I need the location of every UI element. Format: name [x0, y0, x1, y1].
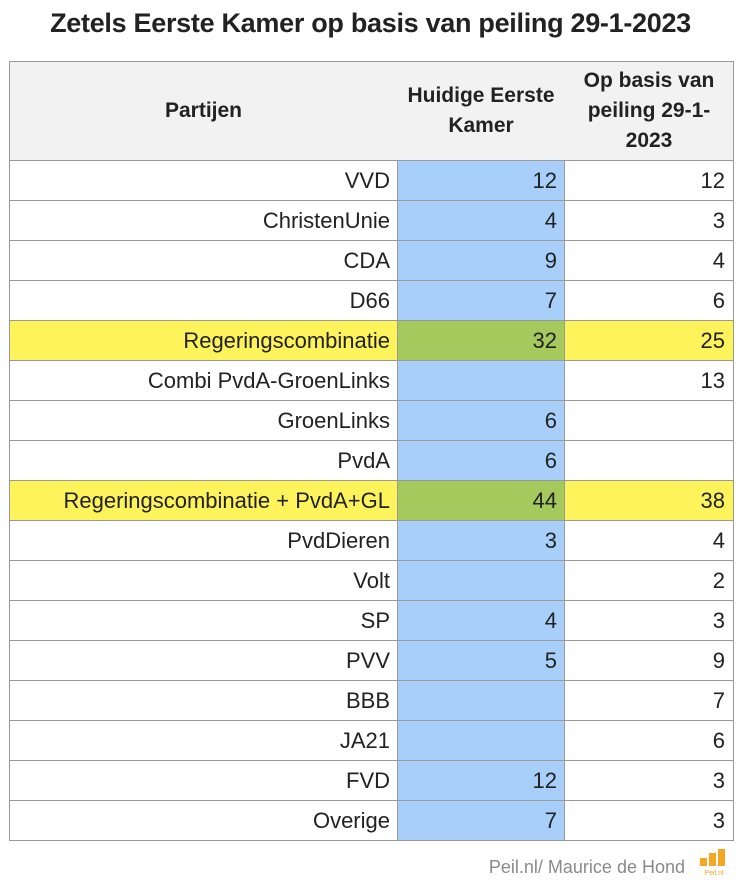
table-row: FVD 12 3 [10, 761, 733, 801]
poll-seats-cell: 4 [712, 247, 725, 273]
table-header: Partijen Huidige Eerste Kamer Op basis v… [10, 62, 733, 161]
table-row: PvdDieren 3 4 [10, 521, 733, 561]
current-seats-cell: 5 [397, 641, 565, 680]
logo-text: Peil.nl [704, 870, 724, 877]
poll-seats-cell: 7 [712, 687, 725, 713]
party-cell: ChristenUnie [262, 207, 390, 233]
party-cell: Combi PvdA-GroenLinks [147, 367, 390, 393]
current-seats-cell: 12 [397, 761, 565, 800]
party-cell: JA21 [339, 727, 390, 753]
table-row: BBB 7 [10, 681, 733, 721]
current-seats-cell: 44 [397, 481, 565, 520]
table-row: PvdA 6 [10, 441, 733, 481]
table-row: VVD 12 12 [10, 161, 733, 201]
party-cell: GroenLinks [277, 407, 390, 433]
table-row: Regeringscombinatie 32 25 [10, 321, 733, 361]
poll-seats-cell: 3 [712, 767, 725, 793]
party-cell: PVV [345, 647, 390, 673]
party-cell: Overige [312, 807, 390, 833]
party-cell: BBB [345, 687, 390, 713]
poll-seats-cell: 9 [712, 647, 725, 673]
poll-seats-cell: 25 [565, 321, 733, 360]
current-seats-cell: 4 [397, 201, 565, 240]
poll-seats-cell: 13 [700, 367, 725, 393]
table-row: Combi PvdA-GroenLinks 13 [10, 361, 733, 401]
table-row: SP 4 3 [10, 601, 733, 641]
party-cell: PvdDieren [287, 527, 390, 553]
table-row: ChristenUnie 4 3 [10, 201, 733, 241]
poll-seats-cell: 6 [712, 287, 725, 313]
party-cell: D66 [349, 287, 390, 313]
poll-seats-cell [565, 401, 733, 440]
header-current: Huidige Eerste Kamer [407, 84, 555, 137]
seats-table: Partijen Huidige Eerste Kamer Op basis v… [9, 61, 734, 841]
party-cell: CDA [343, 247, 390, 273]
party-cell: Regeringscombinatie + PvdA+GL [10, 481, 397, 520]
party-cell: PvdA [337, 447, 390, 473]
party-cell: VVD [344, 167, 390, 193]
poll-seats-cell [565, 441, 733, 480]
poll-seats-cell: 6 [712, 727, 725, 753]
table-row: Regeringscombinatie + PvdA+GL 44 38 [10, 481, 733, 521]
poll-seats-cell: 38 [565, 481, 733, 520]
peil-logo-icon: Peil.nl [700, 849, 725, 877]
table-row: Volt 2 [10, 561, 733, 601]
poll-seats-cell: 3 [712, 807, 725, 833]
table-body: VVD 12 12 ChristenUnie 4 3 CDA 9 4 D66 7 6 Regerings… [10, 161, 733, 840]
current-seats-cell: 4 [397, 601, 565, 640]
poll-seats-cell: 12 [700, 167, 725, 193]
table-row: GroenLinks 6 [10, 401, 733, 441]
current-seats-cell: 9 [397, 241, 565, 280]
header-party: Partijen [164, 99, 243, 122]
table-row: Overige 7 3 [10, 801, 733, 840]
current-seats-cell: 7 [397, 801, 565, 840]
current-seats-cell [397, 361, 565, 400]
footer-credit: Peil.nl/ Maurice de Hond [488, 857, 685, 877]
current-seats-cell: 6 [397, 441, 565, 480]
current-seats-cell: 7 [397, 281, 565, 320]
poll-seats-cell: 3 [712, 207, 725, 233]
current-seats-cell [397, 721, 565, 760]
current-seats-cell [397, 681, 565, 720]
table-row: CDA 9 4 [10, 241, 733, 281]
party-cell: SP [360, 607, 390, 633]
header-poll: Op basis van peiling 29-1-2023 [583, 69, 715, 152]
party-cell: FVD [346, 767, 390, 793]
poll-seats-cell: 2 [712, 567, 725, 593]
poll-seats-cell: 3 [712, 607, 725, 633]
table-row: D66 7 6 [10, 281, 733, 321]
current-seats-cell: 6 [397, 401, 565, 440]
poll-seats-cell: 4 [712, 527, 725, 553]
current-seats-cell: 12 [397, 161, 565, 200]
table-row: PVV 5 9 [10, 641, 733, 681]
current-seats-cell: 3 [397, 521, 565, 560]
chart-title: Zetels Eerste Kamer op basis van peiling… [50, 8, 691, 38]
table-row: JA21 6 [10, 721, 733, 761]
current-seats-cell: 32 [397, 321, 565, 360]
party-cell: Volt [353, 567, 390, 593]
party-cell: Regeringscombinatie [10, 321, 397, 360]
current-seats-cell [397, 561, 565, 600]
